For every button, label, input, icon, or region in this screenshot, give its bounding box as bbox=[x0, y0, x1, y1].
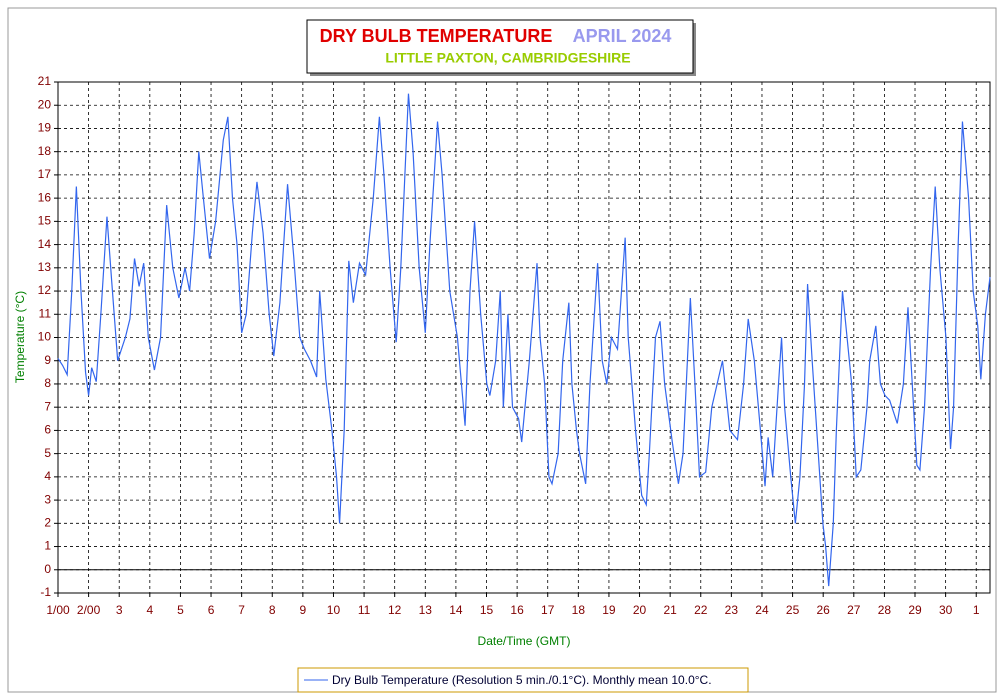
x-tick-label: 23 bbox=[725, 603, 739, 617]
x-tick-label: 7 bbox=[238, 603, 245, 617]
x-tick-label: 29 bbox=[908, 603, 922, 617]
x-tick-label: 21 bbox=[663, 603, 677, 617]
x-tick-label: 16 bbox=[510, 603, 524, 617]
x-tick-label: 5 bbox=[177, 603, 184, 617]
y-tick-label: 18 bbox=[38, 144, 52, 158]
y-tick-label: 7 bbox=[44, 399, 51, 413]
y-tick-label: 6 bbox=[44, 423, 51, 437]
temperature-line bbox=[57, 93, 991, 587]
x-tick-label: 15 bbox=[480, 603, 494, 617]
x-tick-label: 24 bbox=[755, 603, 769, 617]
y-tick-label: 14 bbox=[38, 237, 52, 251]
chart-title: DRY BULB TEMPERATURE bbox=[320, 26, 553, 46]
subtitle: LITTLE PAXTON, CAMBRIDGESHIRE bbox=[385, 50, 630, 66]
x-tick-label: 20 bbox=[633, 603, 647, 617]
x-tick-label: 9 bbox=[300, 603, 307, 617]
x-tick-label: 8 bbox=[269, 603, 276, 617]
x-tick-label: 30 bbox=[939, 603, 953, 617]
y-tick-label: 21 bbox=[38, 74, 52, 88]
y-tick-label: -1 bbox=[40, 585, 51, 599]
x-tick-label: 28 bbox=[878, 603, 892, 617]
x-tick-label: 19 bbox=[602, 603, 616, 617]
y-tick-label: 4 bbox=[44, 469, 51, 483]
x-tick-label: 6 bbox=[208, 603, 215, 617]
x-tick-label: 17 bbox=[541, 603, 555, 617]
x-tick-label: 26 bbox=[817, 603, 831, 617]
y-tick-label: 15 bbox=[38, 214, 52, 228]
x-tick-label: 10 bbox=[327, 603, 341, 617]
y-tick-label: 3 bbox=[44, 492, 51, 506]
y-tick-label: 11 bbox=[39, 306, 52, 320]
x-tick-label: 2/00 bbox=[77, 603, 101, 617]
legend-box bbox=[297, 667, 749, 693]
x-tick-label: 22 bbox=[694, 603, 708, 617]
x-tick-label: 18 bbox=[572, 603, 586, 617]
y-tick-label: 17 bbox=[38, 167, 52, 181]
y-tick-label: 20 bbox=[38, 97, 52, 111]
x-tick-label: 3 bbox=[116, 603, 123, 617]
x-tick-label: 4 bbox=[146, 603, 153, 617]
x-tick-label: 27 bbox=[847, 603, 861, 617]
x-tick-label: 25 bbox=[786, 603, 800, 617]
y-tick-label: 9 bbox=[44, 353, 51, 367]
y-tick-label: 1 bbox=[44, 539, 51, 553]
title-period: APRIL 2024 bbox=[573, 26, 672, 46]
y-tick-label: 19 bbox=[38, 121, 52, 135]
x-tick-label: 1/00 bbox=[46, 603, 70, 617]
y-axis-label: Temperature (°C) bbox=[13, 291, 27, 383]
legend-label: Dry Bulb Temperature (Resolution 5 min./… bbox=[332, 673, 712, 687]
x-tick-label: 11 bbox=[358, 603, 371, 617]
y-tick-label: 13 bbox=[38, 260, 52, 274]
title-box bbox=[306, 19, 694, 74]
x-tick-label: 13 bbox=[419, 603, 433, 617]
x-tick-label: 1 bbox=[973, 603, 980, 617]
x-axis-label: Date/Time (GMT) bbox=[478, 634, 571, 648]
y-tick-label: 0 bbox=[44, 562, 51, 576]
y-tick-label: 12 bbox=[38, 283, 52, 297]
x-tick-label: 14 bbox=[449, 603, 463, 617]
y-tick-label: 2 bbox=[44, 515, 51, 529]
x-tick-label: 12 bbox=[388, 603, 402, 617]
y-tick-label: 5 bbox=[44, 446, 51, 460]
y-tick-label: 16 bbox=[38, 190, 52, 204]
y-tick-label: 8 bbox=[44, 376, 51, 390]
y-tick-label: 10 bbox=[38, 330, 52, 344]
